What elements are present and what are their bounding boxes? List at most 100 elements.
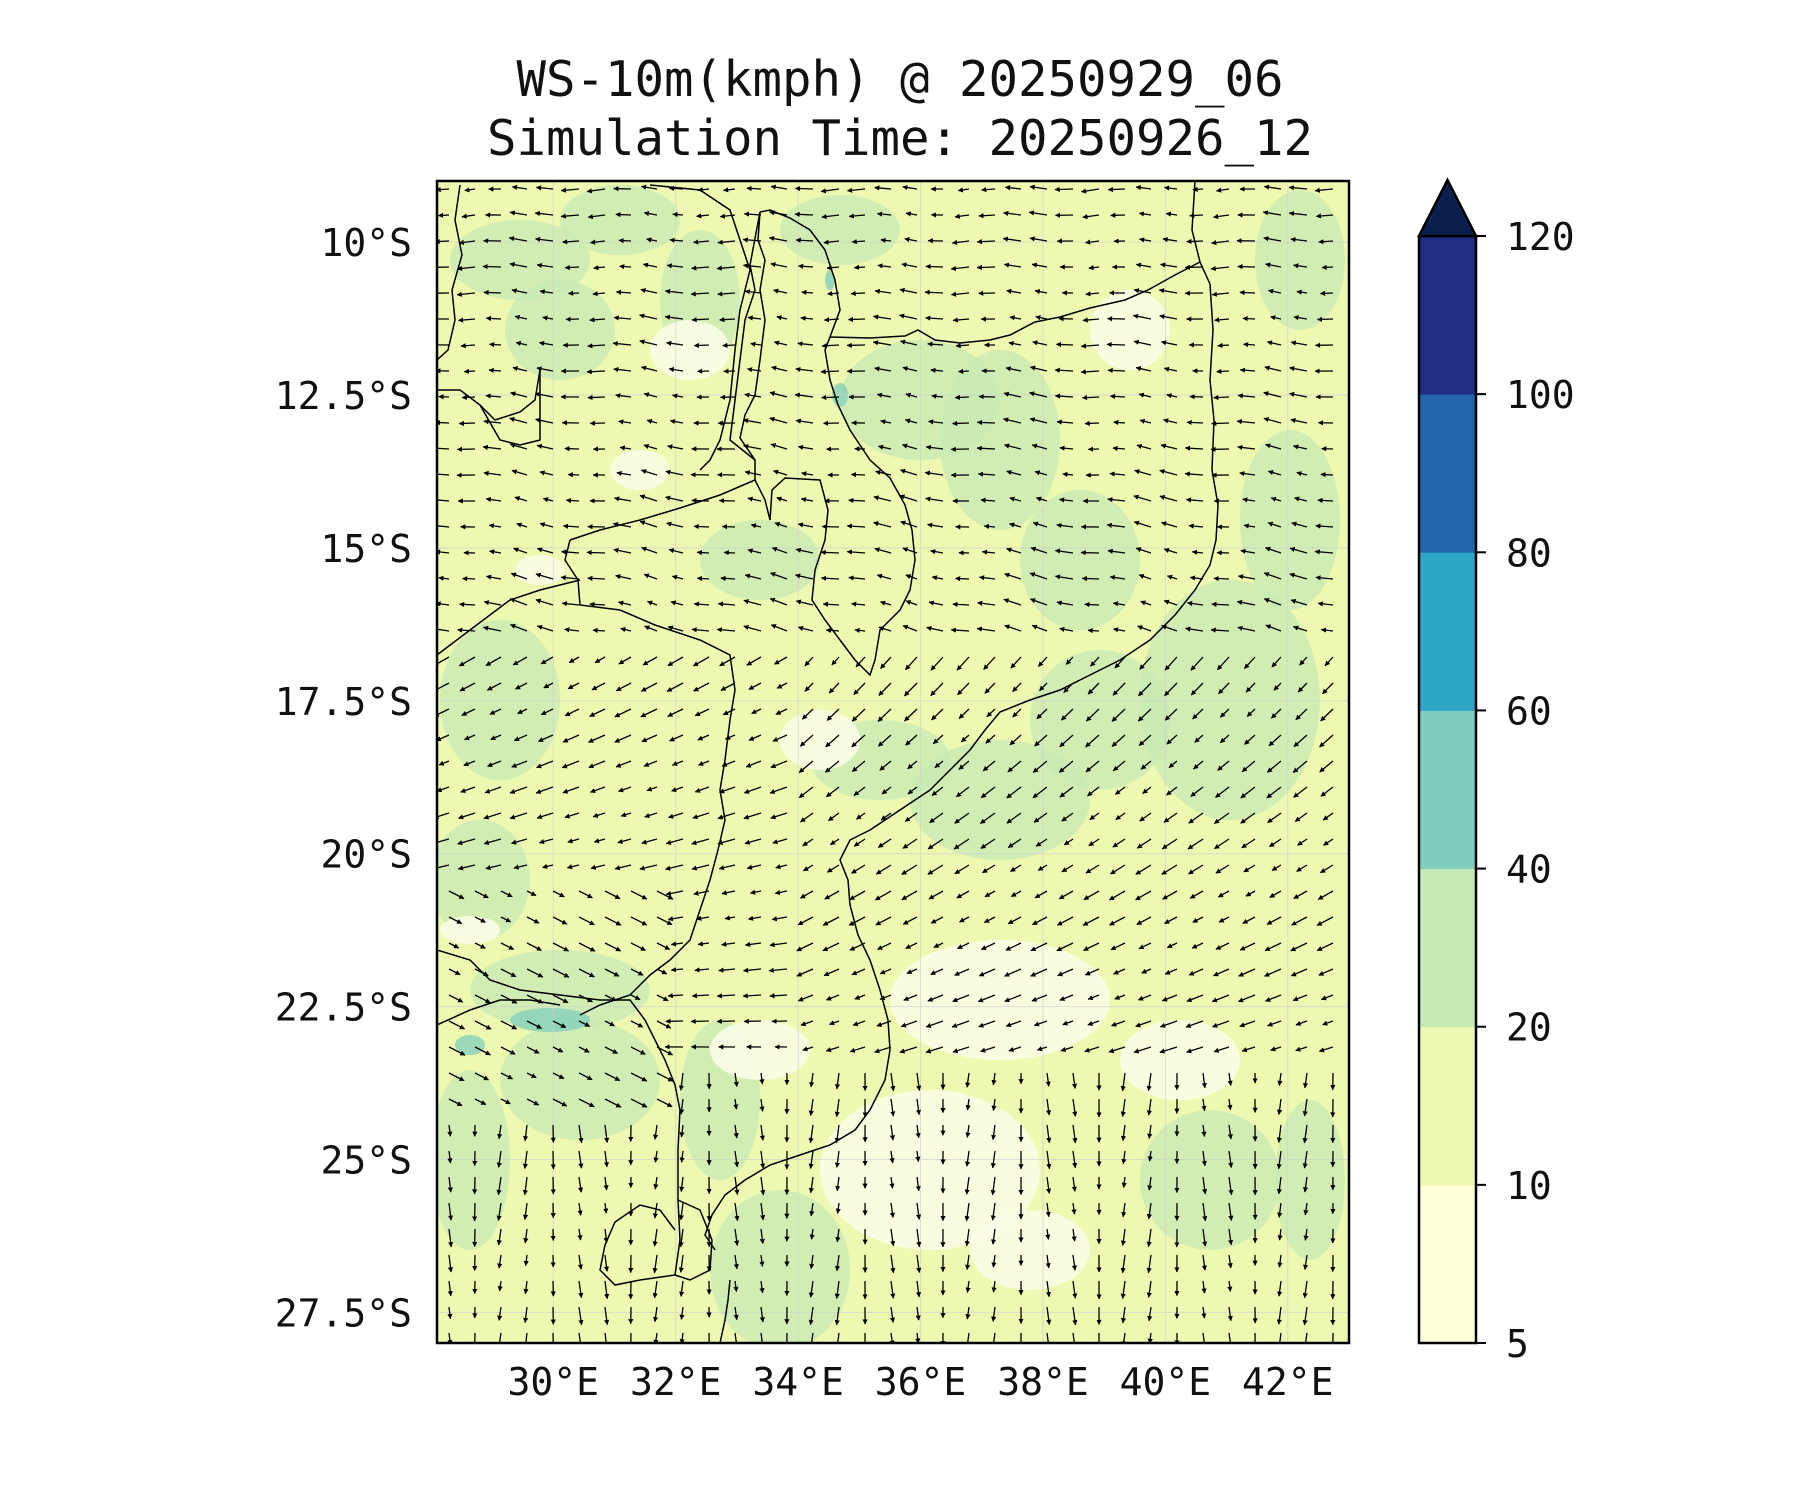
wind-vector-arrow — [824, 890, 840, 900]
wind-vector-arrow — [1162, 237, 1178, 243]
wind-vector-arrow — [562, 523, 580, 529]
wind-vector-arrow — [1088, 265, 1100, 271]
wind-vector-arrow — [874, 366, 892, 372]
wind-vector-arrow — [1010, 864, 1022, 873]
wind-vector-arrow — [1114, 656, 1126, 669]
eswatini-border — [674, 1199, 713, 1281]
wind-vector-arrow — [615, 212, 632, 218]
colorbar-tick-label: 20 — [1506, 1006, 1552, 1050]
colorbar-band — [1419, 394, 1476, 553]
wind-vector-arrow — [1163, 185, 1178, 191]
wind-vector-arrow — [932, 734, 944, 745]
wind-vector-arrow — [1008, 341, 1022, 347]
wind-vector-arrow — [1293, 734, 1308, 748]
wind-vector-arrow — [615, 393, 632, 399]
wind-vector-arrow — [772, 288, 788, 294]
wind-vector-arrow — [485, 656, 502, 667]
wind-vector-arrow — [986, 708, 996, 718]
zimbabwe-mozambique-border — [564, 539, 736, 1016]
wind-vector-arrow — [693, 239, 710, 245]
wind-vector-arrow — [1056, 600, 1074, 606]
wind-vector-arrow — [641, 546, 658, 554]
wind-vector-arrow — [750, 341, 762, 347]
wind-vector-arrow — [1188, 812, 1204, 824]
wind-vector-arrow — [510, 572, 528, 580]
wind-vector-arrow — [983, 656, 996, 670]
wind-vector-arrow — [771, 546, 788, 554]
wind-vector-arrow — [902, 184, 918, 191]
wind-vector-arrow — [825, 627, 840, 633]
wind-vector-arrow — [1006, 288, 1022, 294]
wind-vector-arrow — [539, 522, 554, 528]
wind-vector-arrow — [669, 418, 684, 425]
wind-vector-arrow — [880, 419, 892, 425]
wind-vector-arrow — [578, 916, 595, 926]
wind-vector-arrow — [1270, 315, 1282, 321]
wind-vector-arrow — [905, 600, 918, 606]
wind-vector-arrow — [746, 185, 762, 192]
wind-vector-arrow — [1296, 864, 1308, 872]
wind-vector-arrow — [1082, 214, 1100, 220]
wind-vector-arrow — [1112, 445, 1126, 451]
wind-vector-arrow — [1184, 445, 1204, 451]
wind-vector-arrow — [1028, 210, 1048, 216]
wind-vector-arrow — [827, 290, 840, 297]
wind-vector-arrow — [1160, 340, 1178, 346]
wind-vector-arrow — [927, 864, 944, 875]
wind-vector-arrow — [696, 213, 710, 219]
wind-vector-arrow — [798, 760, 814, 773]
wind-vector-arrow — [1239, 289, 1256, 296]
wind-vector-arrow — [1266, 760, 1282, 773]
wind-vector-arrow — [827, 812, 840, 822]
wind-vector-arrow — [876, 392, 892, 398]
wind-vector-arrow — [902, 624, 918, 632]
wind-vector-arrow — [1186, 600, 1204, 607]
wind-vector-arrow — [587, 343, 606, 349]
wind-vector-arrow — [722, 708, 736, 716]
wind-vector-arrow — [770, 572, 788, 580]
wind-vector-arrow — [826, 708, 840, 721]
wind-vector-arrow — [1133, 339, 1152, 346]
wind-vector-arrow — [1263, 236, 1282, 242]
wind-vector-arrow — [483, 812, 502, 820]
wind-vector-arrow — [483, 600, 502, 606]
wind-vector-arrow — [1297, 838, 1308, 846]
wind-vector-arrow — [1004, 185, 1022, 191]
wind-vector-arrow — [437, 838, 450, 845]
wind-vector-arrow — [1060, 708, 1074, 721]
wind-vector-arrow — [1246, 708, 1256, 717]
wind-vector-arrow — [1085, 291, 1100, 297]
wind-vector-arrow — [901, 890, 918, 901]
wind-vector-arrow — [1007, 760, 1022, 773]
wind-vector-arrow — [850, 472, 866, 478]
latitude-label: 10°S — [320, 221, 412, 265]
wind-vector-arrow — [798, 786, 814, 799]
wind-vector-arrow — [854, 627, 866, 633]
wind-vector-arrow — [1085, 864, 1100, 874]
wind-vector-arrow — [980, 497, 996, 503]
wind-vector-arrow — [954, 864, 970, 875]
wind-vector-arrow — [873, 521, 892, 528]
wind-vector-arrow — [664, 495, 684, 502]
longitude-label: 38°E — [997, 1360, 1089, 1404]
wind-vector-arrow — [639, 494, 658, 502]
wind-vector-arrow — [1164, 682, 1178, 697]
wind-vector-arrow — [1112, 838, 1126, 848]
wind-vector-arrow — [1211, 291, 1230, 297]
wind-vector-arrow — [619, 263, 632, 270]
wind-vector-arrow — [1134, 469, 1152, 476]
wind-vector-arrow — [542, 497, 554, 503]
wind-vector-arrow — [614, 708, 632, 718]
contour-patch — [437, 820, 530, 940]
wind-vector-arrow — [1087, 628, 1100, 634]
wind-vector-arrow — [925, 496, 944, 502]
wind-vector-arrow — [770, 624, 788, 632]
wind-vector-arrow — [771, 365, 788, 372]
wind-vector-arrow — [1135, 864, 1152, 875]
wind-vector-arrow — [1214, 317, 1230, 323]
wind-vector-arrow — [515, 682, 528, 690]
longitude-label: 40°E — [1120, 1360, 1212, 1404]
wind-vector-arrow — [853, 682, 866, 695]
wind-vector-arrow — [955, 786, 970, 798]
south-coast-border — [719, 1279, 731, 1343]
